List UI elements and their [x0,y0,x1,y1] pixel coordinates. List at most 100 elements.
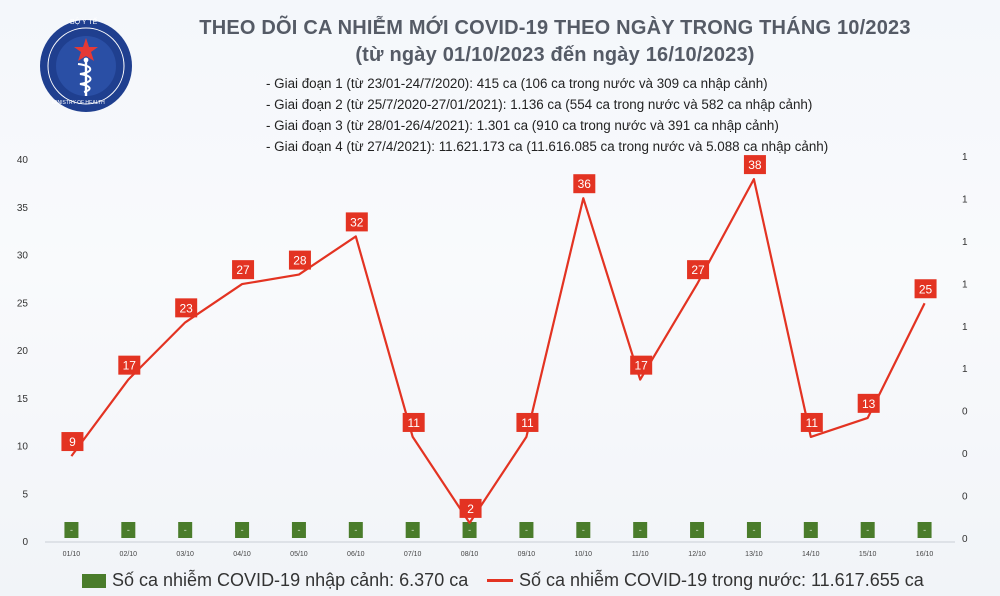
x-tick-label: 02/10 [120,551,138,558]
x-tick-label: 11/10 [632,551,649,558]
y2-tick-label: 0 [962,492,968,503]
chart-subtitle: (từ ngày 01/10/2023 đến ngày 16/10/2023) [355,44,755,66]
data-label-box [288,250,311,270]
legend-bar-swatch [82,573,106,588]
bar [917,522,932,538]
x-tick-label: 04/10 [233,551,251,558]
data-label: 38 [748,158,762,172]
x-tick-label: 13/10 [745,551,763,558]
y2-tick-label: 1 [962,194,968,205]
bar [746,522,761,538]
data-label-box [175,298,198,318]
data-label-box [800,412,823,432]
bar [291,522,306,538]
y-tick-label: 0 [22,537,28,548]
bar-data-label: - [468,525,471,535]
x-tick-label: 08/10 [461,551,479,558]
data-label: 27 [236,263,250,277]
data-label: 28 [293,254,307,268]
data-label: 13 [862,397,876,411]
data-label: 27 [691,263,705,277]
y2-tick-label: 0 [962,407,968,418]
y2-tick-label: 1 [962,364,968,375]
y2-tick-label: 1 [962,279,968,290]
bar-data-label: - [297,525,300,535]
x-tick-label: 03/10 [176,551,194,558]
bar-data-label: - [127,525,130,535]
data-label-box [118,355,141,375]
bar-data-label: - [809,525,812,535]
data-label-box [914,279,937,299]
data-label: 36 [578,177,592,191]
bar-data-label: - [639,525,642,535]
bar-data-label: - [696,525,699,535]
bar [519,522,534,538]
ministry-of-health-logo [40,20,132,112]
data-label-box [345,212,368,232]
chart-title: THEO DÕI CA NHIỄM MỚI COVID-19 THEO NGÀY… [199,17,911,39]
data-label-box [743,155,766,175]
x-tick-label: 09/10 [518,551,536,558]
data-label: 17 [635,359,649,373]
bar-data-label: - [752,525,755,535]
legend-label-domestic: Số ca nhiễm COVID-19 trong nước: 11.617.… [519,570,924,590]
series-line [70,178,926,525]
bar [405,522,420,538]
bar [178,522,193,538]
chart-legend: Số ca nhiễm COVID-19 nhập cảnh: 6.370 ca… [0,570,1000,592]
legend-item-imported: Số ca nhiễm COVID-19 nhập cảnh: 6.370 ca [82,570,468,591]
data-label: 11 [521,416,534,430]
x-tick-label: 16/10 [916,551,934,558]
data-label-box [459,498,482,518]
y-tick-label: 20 [17,346,29,357]
y-tick-label: 15 [17,394,29,405]
legend-line-swatch [487,579,513,582]
bar [576,522,591,538]
data-label: 2 [467,502,474,516]
data-label-box [232,260,255,280]
bar [860,522,875,538]
bar-data-label: - [525,525,528,535]
x-tick-label: 06/10 [347,551,365,558]
y-tick-label: 35 [17,203,29,214]
logo-subtext: MINISTRY OF HEALTH [52,100,105,106]
data-label: 9 [69,435,76,449]
period-note-1: - Giai đoạn 1 (từ 23/01-24/7/2020): 415 … [266,76,768,91]
y2-tick-label: 0 [962,534,968,545]
data-label: 11 [806,416,819,430]
bar-data-label: - [184,525,187,535]
period-note-2: - Giai đoạn 2 (từ 25/7/2020-27/01/2021):… [266,97,813,112]
y2-tick-label: 1 [962,322,968,333]
bar [633,522,648,538]
data-label-box [573,174,596,194]
y-tick-label: 30 [17,251,29,262]
bar-data-label: - [411,525,414,535]
bar-data-label: - [241,525,244,535]
data-label: 25 [919,282,933,296]
period-note-3: - Giai đoạn 3 (từ 28/01-26/4/2021): 1.30… [266,118,779,133]
bar-data-label: - [70,525,73,535]
x-tick-label: 07/10 [404,551,422,558]
data-label-box [857,393,880,413]
data-label-box [687,260,710,280]
bar [348,522,363,538]
data-label: 23 [180,301,194,315]
bar-data-label: - [582,525,585,535]
legend-item-domestic: Số ca nhiễm COVID-19 trong nước: 11.617.… [487,570,924,591]
y2-tick-label: 1 [962,152,968,163]
x-tick-label: 01/10 [63,551,81,558]
bar-data-label: - [923,525,926,535]
bar [803,522,818,538]
bar [690,522,705,538]
x-tick-label: 05/10 [290,551,308,558]
data-label: 32 [350,215,364,229]
bar-data-label: - [354,525,357,535]
period-note-4: - Giai đoạn 4 (từ 27/4/2021): 11.621.173… [266,139,829,154]
bar [462,522,477,538]
legend-label-imported: Số ca nhiễm COVID-19 nhập cảnh: 6.370 ca [112,570,469,590]
y-tick-label: 10 [17,442,29,453]
data-label-box [402,412,425,432]
data-label: 11 [407,416,420,430]
y2-tick-label: 1 [962,237,968,248]
